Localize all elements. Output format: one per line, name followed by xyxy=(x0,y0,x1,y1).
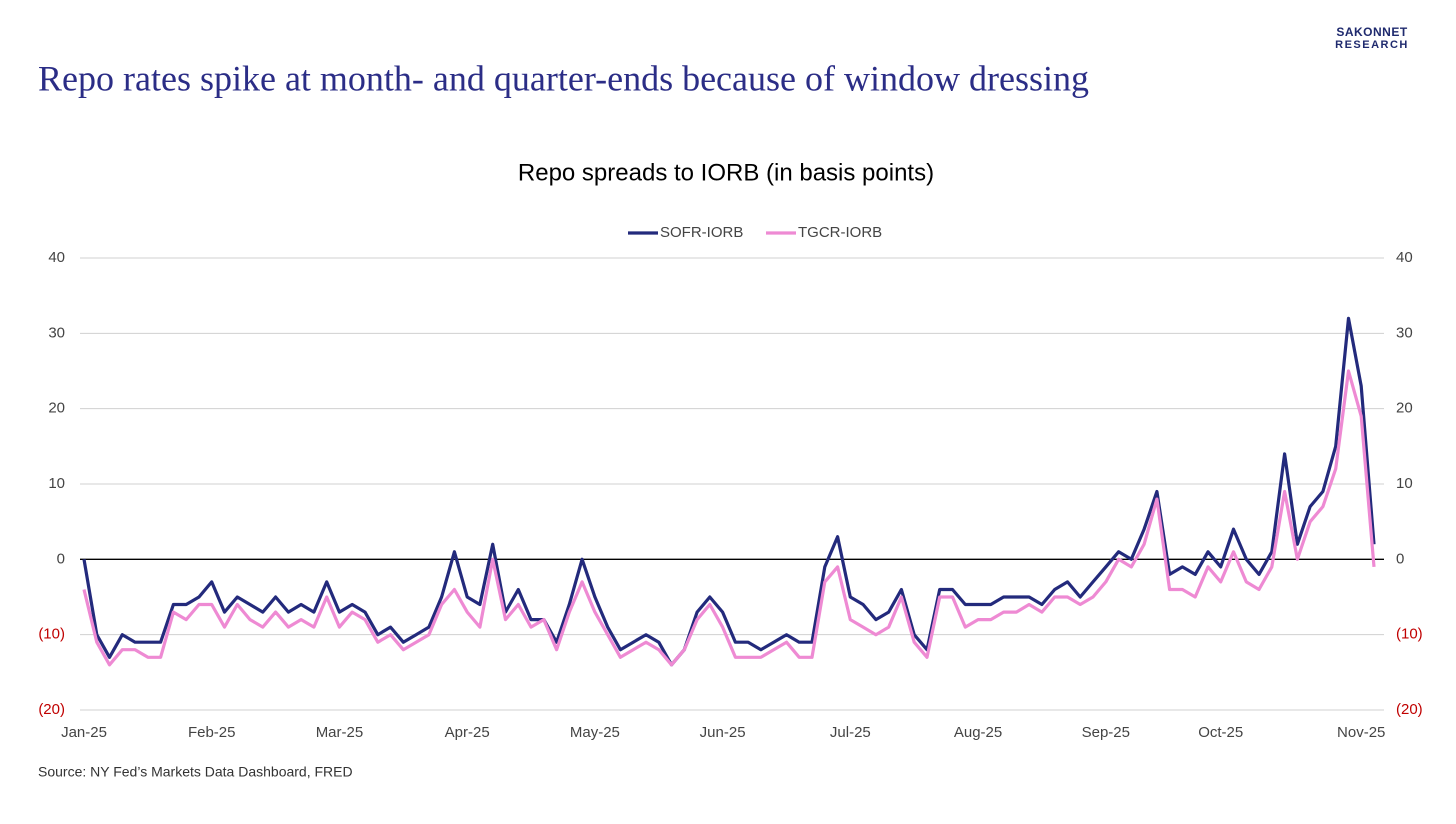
source: Source: NY Fed’s Markets Data Dashboard,… xyxy=(38,764,353,780)
x-tick-label: Aug-25 xyxy=(954,724,1002,741)
y2-tick-label: 40 xyxy=(1396,249,1413,266)
logo-line: SAKONNET xyxy=(1336,25,1408,39)
y-tick-label: 0 xyxy=(57,550,65,567)
headline: Repo rates spike at month- and quarter-e… xyxy=(38,58,1089,98)
x-tick-label: Apr-25 xyxy=(445,724,490,741)
legend-label: TGCR-IORB xyxy=(798,224,882,241)
x-tick-label: Feb-25 xyxy=(188,724,236,741)
y-tick-label: 30 xyxy=(48,324,65,341)
y2-tick-label: 0 xyxy=(1396,550,1404,567)
y-tick-label: 10 xyxy=(48,475,65,492)
y2-tick-label: (10) xyxy=(1396,626,1423,643)
y2-tick-label: (20) xyxy=(1396,701,1423,718)
y2-tick-label: 30 xyxy=(1396,324,1413,341)
x-tick-label: Mar-25 xyxy=(316,724,364,741)
x-tick-label: Jan-25 xyxy=(61,724,107,741)
y-tick-label: 20 xyxy=(48,400,65,417)
y-tick-label: (20) xyxy=(38,701,65,718)
series-line xyxy=(82,369,1376,667)
y-tick-label: (10) xyxy=(38,626,65,643)
x-tick-label: Jul-25 xyxy=(830,724,871,741)
y2-tick-label: 10 xyxy=(1396,475,1413,492)
legend-label: SOFR-IORB xyxy=(660,224,743,241)
logo-line: RESEARCH xyxy=(1335,39,1409,51)
y2-tick-label: 20 xyxy=(1396,400,1413,417)
x-tick-label: May-25 xyxy=(570,724,620,741)
x-tick-label: Oct-25 xyxy=(1198,724,1243,741)
x-tick-label: Sep-25 xyxy=(1082,724,1130,741)
x-tick-label: Jun-25 xyxy=(700,724,746,741)
x-tick-label: Nov-25 xyxy=(1337,724,1385,741)
chart-title: Repo spreads to IORB (in basis points) xyxy=(518,159,934,186)
y-tick-label: 40 xyxy=(48,249,65,266)
